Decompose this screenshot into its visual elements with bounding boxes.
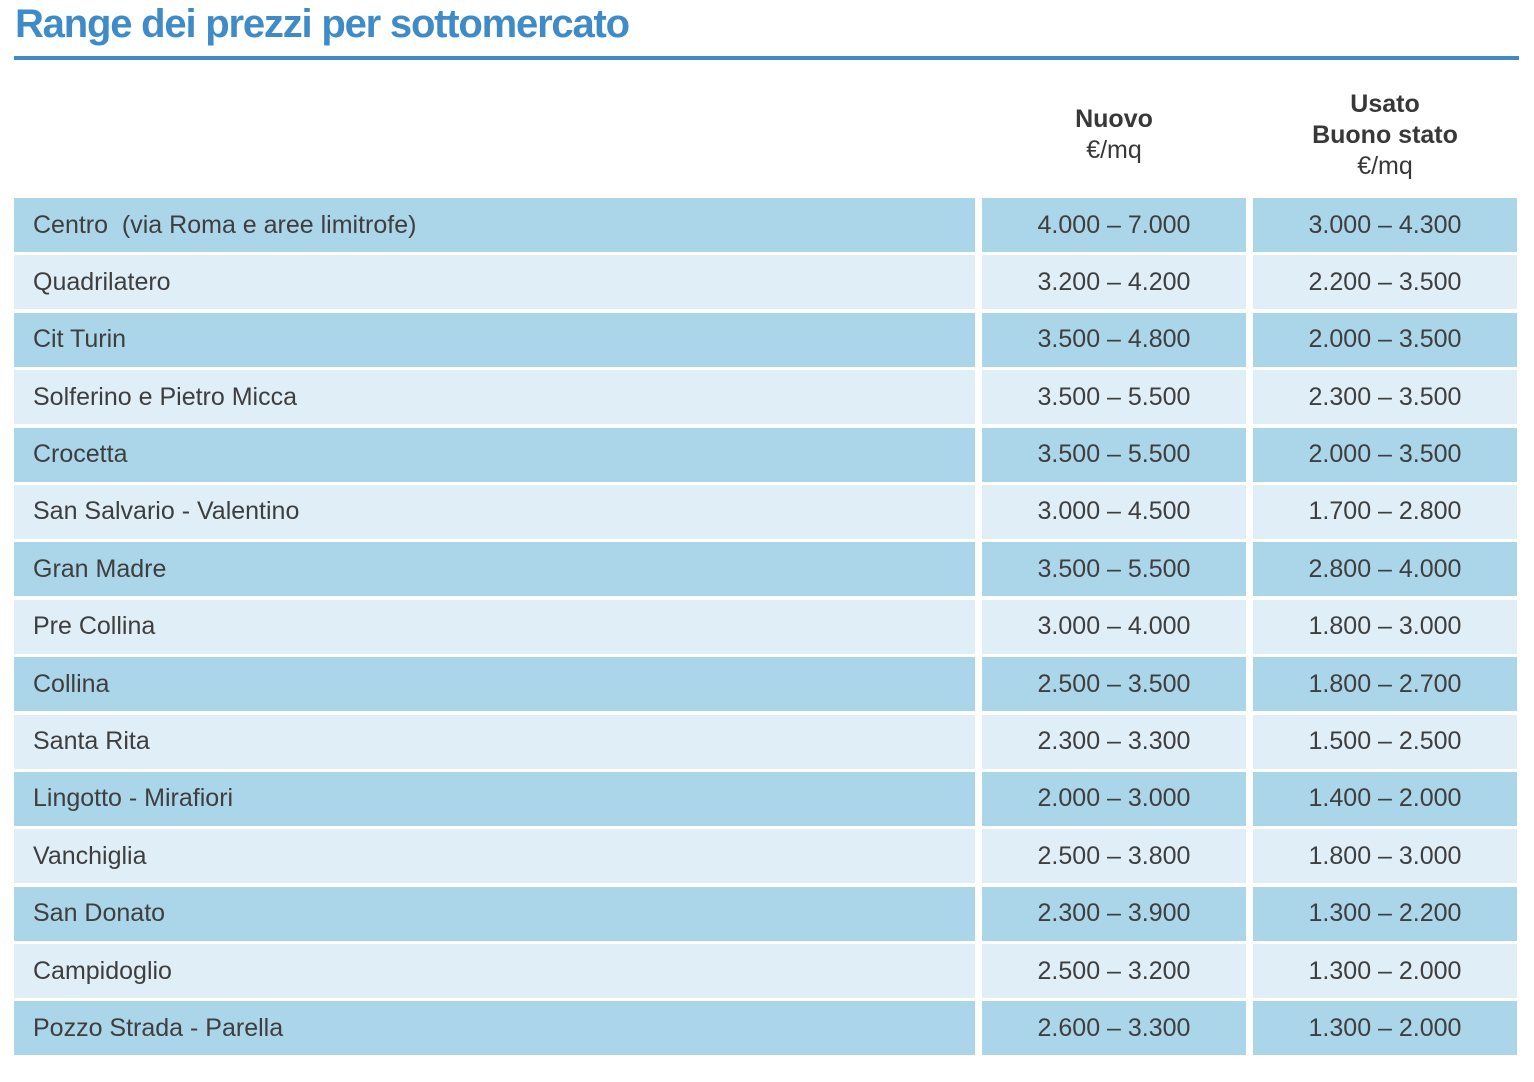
table-row: Cit Turin 3.500 – 4.800 2.000 – 3.500 [14, 312, 1517, 367]
price-range-usato: 1.700 – 2.800 [1253, 484, 1517, 539]
column-header-nuovo: Nuovo €/mq [982, 104, 1246, 166]
header-usato-sublabel: Buono stato [1312, 121, 1458, 149]
table-row: Vanchiglia 2.500 – 3.800 1.800 – 3.000 [14, 829, 1517, 884]
price-range-nuovo: 3.500 – 5.500 [982, 370, 1246, 425]
price-range-usato: 2.000 – 3.500 [1253, 312, 1517, 367]
price-range-usato: 1.800 – 3.000 [1253, 599, 1517, 654]
submarket-name: Crocetta [14, 427, 975, 482]
price-range-nuovo: 2.600 – 3.300 [982, 1001, 1246, 1056]
submarket-name: Santa Rita [14, 714, 975, 769]
table-row: San Salvario - Valentino 3.000 – 4.500 1… [14, 484, 1517, 539]
table-row: Pozzo Strada - Parella 2.600 – 3.300 1.3… [14, 1001, 1517, 1056]
price-range-nuovo: 4.000 – 7.000 [982, 198, 1246, 252]
price-range-usato: 2.000 – 3.500 [1253, 427, 1517, 482]
table-row: Centro (via Roma e aree limitrofe) 4.000… [14, 198, 1517, 252]
submarket-name: Cit Turin [14, 312, 975, 367]
table-row: Quadrilatero 3.200 – 4.200 2.200 – 3.500 [14, 255, 1517, 310]
submarket-name: Campidoglio [14, 944, 975, 999]
price-range-nuovo: 3.500 – 5.500 [982, 542, 1246, 597]
submarket-name: Solferino e Pietro Micca [14, 370, 975, 425]
price-range-usato: 1.300 – 2.200 [1253, 886, 1517, 941]
title-underline [14, 56, 1519, 60]
submarket-name: Collina [14, 657, 975, 712]
price-range-nuovo: 2.300 – 3.300 [982, 714, 1246, 769]
price-range-nuovo: 2.500 – 3.500 [982, 657, 1246, 712]
page-title: Range dei prezzi per sottomercato [15, 2, 630, 46]
price-range-usato: 1.300 – 2.000 [1253, 1001, 1517, 1056]
header-nuovo-label: Nuovo [1075, 105, 1153, 133]
submarket-name: Pozzo Strada - Parella [14, 1001, 975, 1056]
submarket-name: Lingotto - Mirafiori [14, 771, 975, 826]
price-range-usato: 2.300 – 3.500 [1253, 370, 1517, 425]
price-range-usato: 1.800 – 2.700 [1253, 657, 1517, 712]
table-row: Lingotto - Mirafiori 2.000 – 3.000 1.400… [14, 771, 1517, 826]
price-range-usato: 2.200 – 3.500 [1253, 255, 1517, 310]
header-nuovo-unit: €/mq [1086, 136, 1142, 164]
price-range-usato: 3.000 – 4.300 [1253, 198, 1517, 252]
submarket-name: Gran Madre [14, 542, 975, 597]
submarket-name: Centro (via Roma e aree limitrofe) [14, 198, 975, 252]
table-row: Gran Madre 3.500 – 5.500 2.800 – 4.000 [14, 542, 1517, 597]
submarket-name: San Salvario - Valentino [14, 484, 975, 539]
table-row: Crocetta 3.500 – 5.500 2.000 – 3.500 [14, 427, 1517, 482]
price-range-usato: 1.400 – 2.000 [1253, 771, 1517, 826]
price-range-usato: 1.300 – 2.000 [1253, 944, 1517, 999]
submarket-name: Quadrilatero [14, 255, 975, 310]
table-row: Santa Rita 2.300 – 3.300 1.500 – 2.500 [14, 714, 1517, 769]
submarket-name: Vanchiglia [14, 829, 975, 884]
table-row: Solferino e Pietro Micca 3.500 – 5.500 2… [14, 370, 1517, 425]
price-range-nuovo: 2.500 – 3.200 [982, 944, 1246, 999]
price-range-usato: 2.800 – 4.000 [1253, 542, 1517, 597]
price-table: Centro (via Roma e aree limitrofe) 4.000… [14, 198, 1517, 1056]
price-range-nuovo: 2.300 – 3.900 [982, 886, 1246, 941]
header-usato-unit: €/mq [1357, 152, 1413, 180]
price-range-nuovo: 3.200 – 4.200 [982, 255, 1246, 310]
price-range-nuovo: 3.500 – 5.500 [982, 427, 1246, 482]
submarket-name: Pre Collina [14, 599, 975, 654]
price-range-nuovo: 3.500 – 4.800 [982, 312, 1246, 367]
price-range-nuovo: 3.000 – 4.000 [982, 599, 1246, 654]
column-header-usato: Usato Buono stato €/mq [1253, 89, 1517, 182]
price-range-usato: 1.800 – 3.000 [1253, 829, 1517, 884]
price-range-nuovo: 2.000 – 3.000 [982, 771, 1246, 826]
price-range-nuovo: 2.500 – 3.800 [982, 829, 1246, 884]
table-row: Campidoglio 2.500 – 3.200 1.300 – 2.000 [14, 944, 1517, 999]
header-usato-label: Usato [1350, 90, 1420, 118]
table-row: San Donato 2.300 – 3.900 1.300 – 2.200 [14, 886, 1517, 941]
submarket-name: San Donato [14, 886, 975, 941]
table-row: Pre Collina 3.000 – 4.000 1.800 – 3.000 [14, 599, 1517, 654]
price-range-nuovo: 3.000 – 4.500 [982, 484, 1246, 539]
table-row: Collina 2.500 – 3.500 1.800 – 2.700 [14, 657, 1517, 712]
price-range-usato: 1.500 – 2.500 [1253, 714, 1517, 769]
